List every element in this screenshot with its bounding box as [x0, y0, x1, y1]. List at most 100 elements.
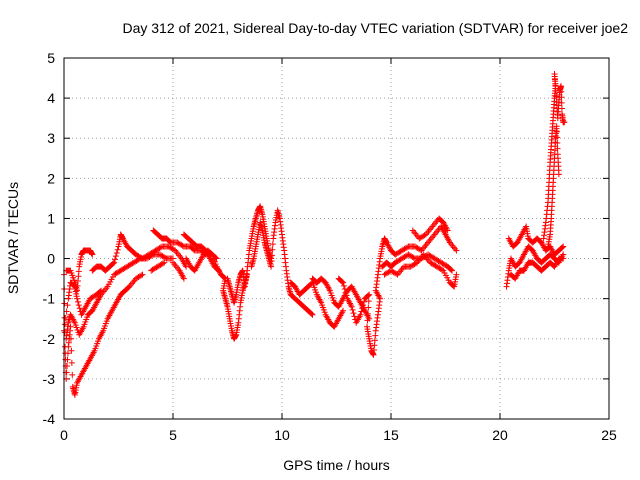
data-point — [269, 246, 276, 253]
data-point — [308, 310, 315, 317]
data-point — [76, 305, 83, 312]
data-point — [64, 356, 71, 363]
data-point — [340, 307, 347, 314]
data-point — [74, 295, 81, 302]
y-tick-label: 5 — [47, 50, 55, 66]
data-point — [157, 244, 164, 251]
data-point — [453, 247, 460, 254]
data-point — [417, 246, 424, 253]
data-point — [268, 257, 275, 264]
data-point — [560, 255, 567, 262]
data-point — [63, 308, 70, 315]
data-point — [268, 263, 275, 270]
data-point — [97, 288, 104, 295]
data-point — [558, 105, 565, 112]
data-point — [68, 347, 75, 354]
data-point — [358, 308, 365, 315]
x-tick-label: 10 — [274, 427, 290, 443]
data-point — [67, 323, 74, 330]
data-point — [360, 298, 367, 305]
data-point — [342, 289, 349, 296]
data-point — [360, 302, 367, 309]
plot-frame — [63, 57, 610, 420]
data-point — [71, 282, 78, 289]
data-point — [558, 94, 565, 101]
data-point — [558, 83, 565, 90]
x-axis-label: GPS time / hours — [283, 457, 390, 473]
y-tick-label: -1 — [43, 291, 56, 307]
data-point — [551, 71, 558, 78]
data-point — [553, 123, 560, 130]
data-point — [449, 267, 456, 274]
data-point — [559, 244, 566, 251]
data-point — [351, 313, 358, 320]
data-point — [112, 256, 119, 263]
data-point — [551, 76, 558, 83]
data-point — [161, 259, 168, 266]
y-tick-label: 3 — [47, 130, 55, 146]
data-point — [365, 292, 372, 299]
data-point — [74, 298, 81, 305]
chart-title: Day 312 of 2021, Sidereal Day-to-day VTE… — [122, 20, 628, 36]
data-point — [64, 350, 71, 357]
data-point — [348, 303, 355, 310]
y-tick-label: 0 — [47, 251, 55, 267]
data-point — [364, 317, 371, 324]
data-point — [553, 93, 560, 100]
grid — [64, 58, 609, 419]
data-point — [350, 310, 357, 317]
data-point — [112, 253, 119, 260]
data-point — [365, 304, 372, 311]
data-point — [269, 241, 276, 248]
x-tick-label: 20 — [492, 427, 508, 443]
data-point — [558, 99, 565, 106]
data-point — [113, 249, 120, 256]
data-point — [560, 243, 567, 250]
data-point — [341, 286, 348, 293]
y-tick-label: 4 — [47, 90, 55, 106]
y-tick-label: -2 — [43, 331, 56, 347]
data-point — [138, 272, 145, 279]
data-point — [364, 310, 371, 317]
data-point — [552, 82, 559, 89]
data-point — [439, 266, 446, 273]
data-point — [75, 302, 82, 309]
data-point — [365, 298, 372, 305]
data-point — [180, 275, 187, 282]
y-tick-label: 2 — [47, 170, 55, 186]
data-point — [448, 266, 455, 273]
x-tick-label: 15 — [383, 427, 399, 443]
data-point — [554, 145, 561, 152]
data-points — [61, 71, 568, 398]
data-point — [64, 363, 71, 370]
data-point — [393, 270, 400, 277]
data-point — [139, 271, 146, 278]
data-point — [410, 254, 417, 261]
data-point — [170, 255, 176, 262]
data-point — [309, 311, 316, 318]
data-point — [208, 250, 215, 257]
data-point — [340, 282, 347, 289]
data-point — [64, 302, 71, 309]
data-point — [339, 278, 346, 285]
y-tick-label: -4 — [43, 411, 56, 427]
x-tick-label: 5 — [169, 427, 177, 443]
data-point — [98, 287, 105, 294]
data-point — [69, 371, 76, 378]
data-point — [179, 242, 186, 249]
data-point — [558, 88, 565, 95]
data-point — [349, 306, 356, 313]
data-point — [554, 134, 561, 141]
x-tick-label: 25 — [601, 427, 617, 443]
data-point — [552, 87, 559, 94]
data-point — [444, 227, 451, 234]
y-axis-label: SDTVAR / TECUs — [5, 182, 21, 294]
data-point — [61, 321, 68, 328]
data-point — [111, 259, 118, 266]
data-point — [343, 292, 350, 299]
data-point — [453, 271, 460, 278]
data-point — [555, 171, 562, 178]
y-tick-label: 1 — [47, 210, 55, 226]
data-point — [213, 255, 220, 262]
data-point — [159, 260, 166, 267]
